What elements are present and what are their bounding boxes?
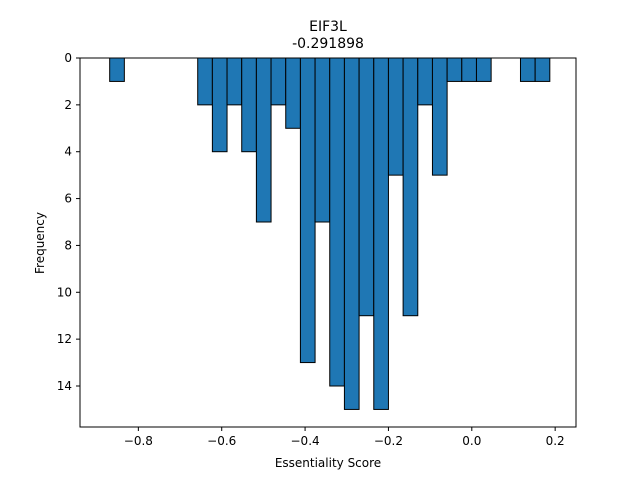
histogram-bar	[329, 57, 345, 387]
y-axis-label: Frequency	[33, 212, 47, 274]
histogram-bar	[314, 57, 331, 223]
histogram-bar	[226, 57, 243, 106]
y-axis-ticks: 0 2 4 6 8 10 12 14	[57, 51, 80, 393]
histogram-bar	[387, 57, 404, 176]
x-tick-label: 0.0	[462, 434, 481, 448]
histogram-bars	[109, 57, 551, 410]
y-tick-label: 14	[57, 379, 72, 393]
y-tick-label: 2	[64, 98, 72, 112]
histogram-bar	[402, 57, 419, 317]
histogram-bar	[461, 57, 477, 82]
histogram-bar	[519, 57, 536, 82]
x-axis-ticks: −0.8 −0.6 −0.4 −0.2 0.0 0.2	[124, 427, 565, 448]
chart-subtitle: -0.291898	[292, 36, 364, 52]
histogram-bar	[343, 57, 360, 410]
y-tick-label: 0	[64, 51, 72, 65]
histogram-bar	[109, 57, 125, 82]
histogram-bar	[255, 57, 272, 223]
y-tick-label: 12	[57, 332, 72, 346]
histogram-bar	[431, 57, 448, 176]
x-tick-label: 0.2	[546, 434, 565, 448]
histogram-bar	[270, 57, 287, 106]
plot-frame	[79, 57, 577, 428]
y-tick-label: 10	[57, 285, 72, 299]
y-tick-label: 6	[64, 192, 72, 206]
histogram-bar	[475, 57, 492, 82]
histogram-bar	[446, 57, 463, 82]
histogram-bar	[241, 57, 257, 153]
histogram-bar	[417, 57, 433, 106]
histogram-bar	[373, 57, 389, 410]
x-tick-label: −0.4	[291, 434, 320, 448]
y-tick-label: 4	[64, 145, 72, 159]
y-tick-label: 8	[64, 238, 72, 252]
histogram-bar	[358, 57, 375, 317]
histogram-bar	[534, 57, 551, 82]
x-tick-label: −0.8	[124, 434, 153, 448]
x-axis-label: Essentiality Score	[275, 456, 381, 470]
histogram-bar	[299, 57, 316, 364]
histogram-bar	[197, 57, 213, 106]
histogram-bar	[285, 57, 301, 129]
x-tick-label: −0.6	[207, 434, 236, 448]
x-tick-label: −0.2	[374, 434, 403, 448]
histogram-bar	[211, 57, 228, 153]
chart-title: EIF3L	[309, 19, 347, 35]
